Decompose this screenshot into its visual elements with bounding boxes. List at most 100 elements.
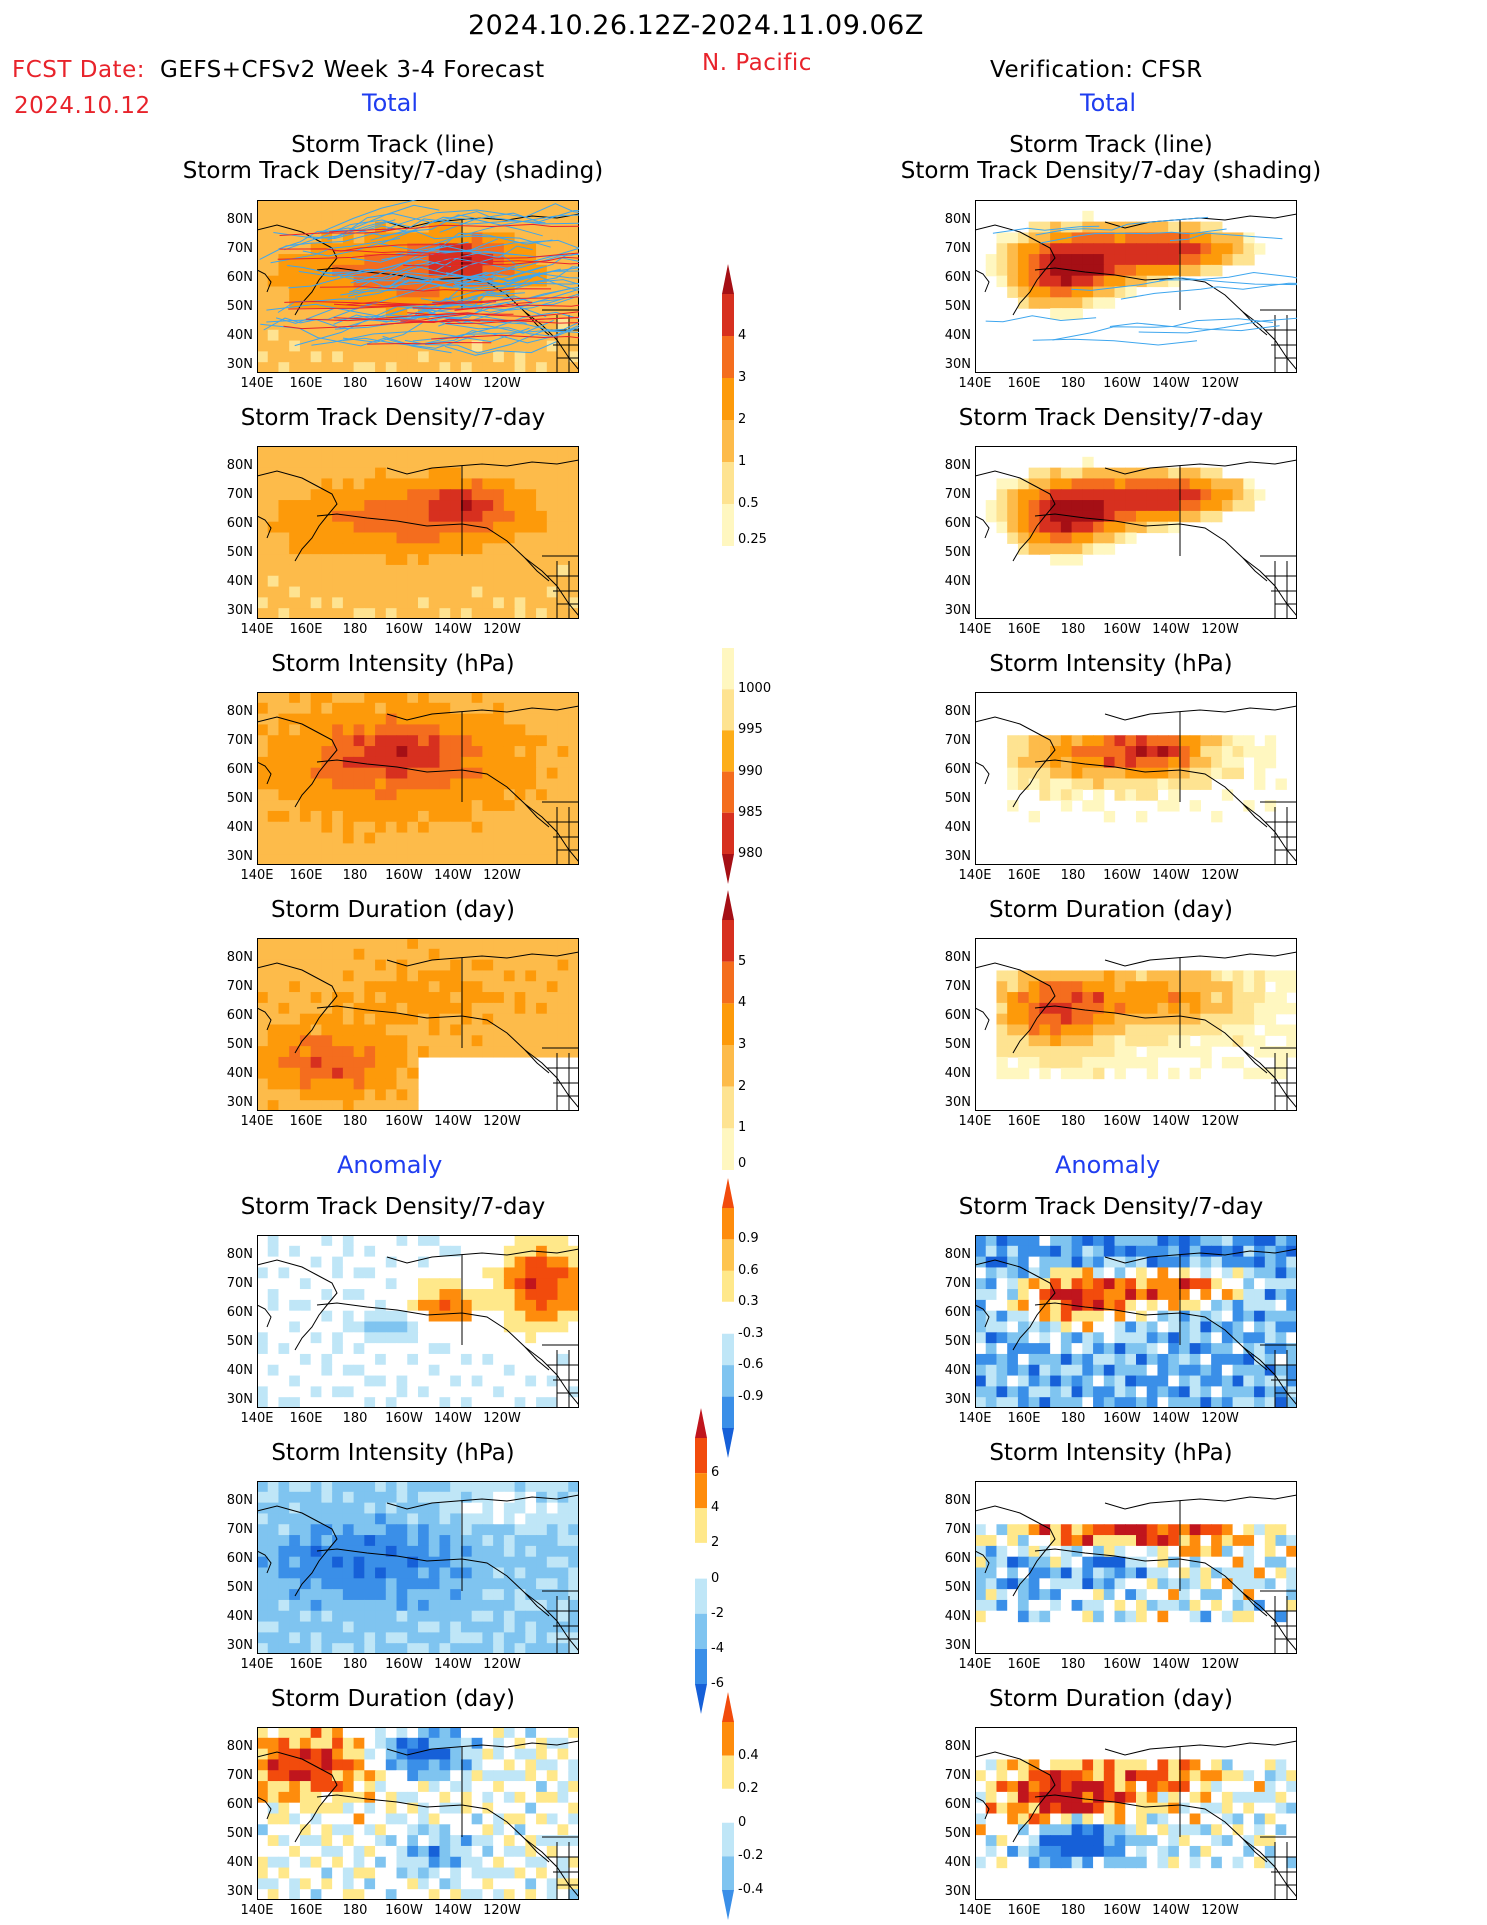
grid-cell bbox=[418, 1321, 430, 1333]
grid-cell bbox=[299, 308, 312, 320]
grid-cell bbox=[557, 543, 569, 555]
grid-cell bbox=[257, 1078, 269, 1090]
grid-cell bbox=[332, 724, 344, 736]
grid-cell bbox=[332, 1078, 344, 1090]
grid-cell bbox=[471, 1770, 483, 1782]
grid-cell bbox=[525, 1578, 537, 1590]
grid-cell bbox=[342, 1845, 355, 1858]
grid-cell bbox=[536, 1867, 548, 1879]
grid-cell bbox=[289, 1024, 301, 1036]
grid-cell bbox=[996, 521, 1008, 534]
grid-cell bbox=[267, 329, 280, 342]
grid-cell bbox=[342, 1321, 355, 1333]
grid-cell bbox=[1286, 1321, 1297, 1333]
grid-cell bbox=[1093, 1397, 1105, 1408]
grid-cell bbox=[546, 1375, 559, 1387]
grid-cell bbox=[536, 1781, 548, 1793]
grid-cell bbox=[1146, 1375, 1159, 1387]
grid-cell bbox=[546, 1289, 559, 1301]
grid-cell bbox=[460, 1524, 473, 1536]
grid-cell bbox=[503, 1035, 516, 1047]
fcst-label: FCST Date: bbox=[12, 57, 145, 83]
grid-cell bbox=[1093, 297, 1105, 309]
grid-cell bbox=[278, 1610, 290, 1623]
grid-cell bbox=[1157, 243, 1169, 255]
grid-cell bbox=[1125, 1535, 1137, 1547]
grid-cell bbox=[1286, 1567, 1297, 1579]
grid-cell bbox=[278, 1481, 290, 1493]
grid-cell bbox=[364, 1310, 376, 1323]
grid-cell bbox=[503, 1278, 516, 1290]
grid-cell bbox=[418, 1748, 430, 1761]
grid-cell bbox=[289, 264, 301, 277]
grid-cell bbox=[342, 1589, 355, 1601]
grid-cell bbox=[1060, 1353, 1073, 1366]
grid-cell bbox=[514, 478, 526, 490]
grid-cell bbox=[503, 1513, 516, 1525]
grid-cell bbox=[407, 832, 419, 844]
grid-cell bbox=[1189, 1278, 1201, 1290]
grid-cell bbox=[1232, 1353, 1244, 1366]
grid-cell bbox=[1286, 970, 1297, 982]
grid-cell bbox=[1189, 1256, 1201, 1269]
grid-cell bbox=[342, 532, 355, 544]
grid-cell bbox=[1178, 1343, 1191, 1355]
grid-cell bbox=[1007, 1545, 1019, 1558]
grid-cell bbox=[471, 232, 483, 244]
grid-cell bbox=[310, 1737, 322, 1750]
grid-cell bbox=[1200, 1578, 1212, 1590]
grid-cell bbox=[460, 1343, 473, 1355]
grid-cell bbox=[396, 1278, 408, 1290]
grid-cell bbox=[1178, 1046, 1191, 1058]
grid-cell bbox=[439, 702, 451, 715]
grid-cell bbox=[1146, 1245, 1159, 1258]
grid-cell bbox=[267, 1002, 280, 1015]
grid-cell bbox=[482, 1256, 494, 1269]
grid-cell bbox=[364, 970, 376, 982]
grid-cell bbox=[418, 1727, 430, 1739]
grid-cell bbox=[289, 1824, 301, 1836]
grid-cell bbox=[1071, 1375, 1083, 1387]
grid-cell bbox=[353, 821, 365, 834]
grid-cell bbox=[471, 575, 483, 588]
grid-cell bbox=[385, 597, 398, 609]
grid-cell bbox=[460, 981, 473, 993]
grid-cell bbox=[342, 821, 355, 834]
grid-cell bbox=[418, 297, 430, 309]
grid-cell bbox=[342, 767, 355, 780]
grid-cell bbox=[1071, 1235, 1083, 1247]
grid-cell bbox=[1125, 1567, 1137, 1579]
grid-cell bbox=[514, 1524, 526, 1536]
grid-cell bbox=[1125, 1364, 1137, 1377]
grid-cell bbox=[450, 1878, 462, 1890]
grid-cell bbox=[321, 1343, 333, 1355]
grid-cell bbox=[557, 362, 569, 373]
grid-cell bbox=[514, 1535, 526, 1547]
grid-cell bbox=[546, 1524, 559, 1536]
grid-cell bbox=[536, 1386, 548, 1398]
grid-cell bbox=[375, 456, 387, 469]
grid-cell bbox=[353, 1235, 365, 1247]
grid-cell bbox=[514, 500, 526, 512]
grid-cell bbox=[471, 1824, 483, 1836]
grid-cell bbox=[407, 1589, 419, 1601]
grid-cell bbox=[321, 254, 333, 266]
grid-cell bbox=[1007, 1067, 1019, 1080]
grid-cell bbox=[1136, 1556, 1148, 1569]
grid-cell bbox=[568, 351, 579, 363]
grid-cell bbox=[996, 1589, 1008, 1601]
grid-cell bbox=[267, 938, 280, 950]
grid-cell bbox=[546, 510, 559, 523]
grid-cell bbox=[471, 254, 483, 266]
grid-cell bbox=[1028, 1397, 1040, 1408]
grid-cell bbox=[975, 1545, 987, 1558]
grid-cell bbox=[375, 1632, 387, 1644]
grid-cell bbox=[1146, 981, 1159, 993]
grid-cell bbox=[289, 854, 301, 865]
grid-cell bbox=[1254, 992, 1266, 1004]
grid-cell bbox=[299, 1621, 312, 1633]
grid-cell bbox=[1114, 1364, 1126, 1377]
grid-cell bbox=[428, 1524, 441, 1536]
grid-cell bbox=[493, 1545, 505, 1558]
grid-cell bbox=[460, 1502, 473, 1515]
